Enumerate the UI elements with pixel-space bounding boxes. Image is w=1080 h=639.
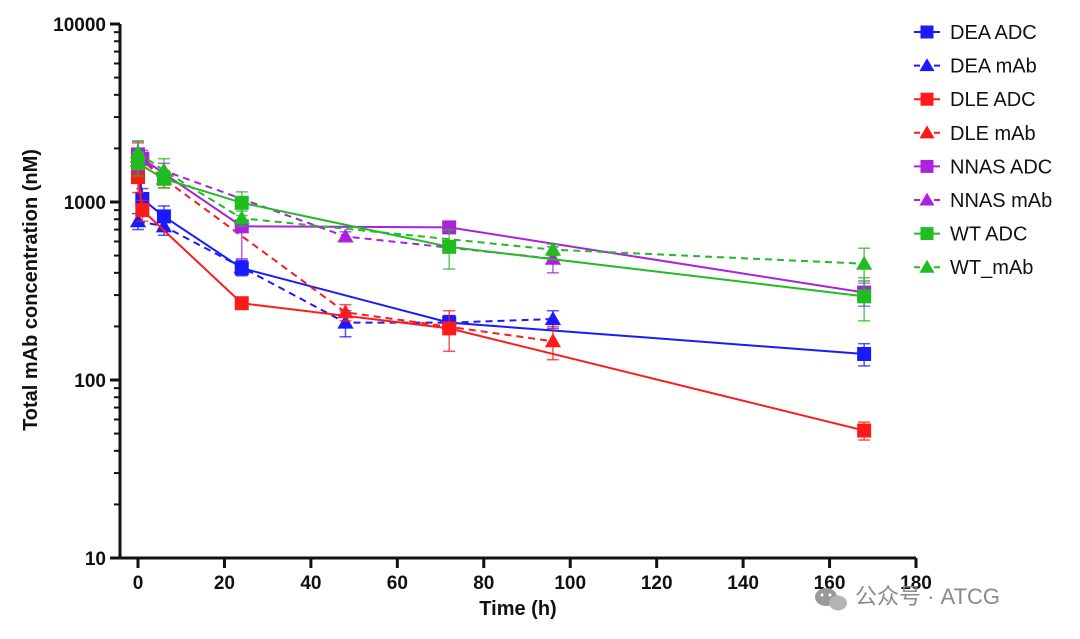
series-nnas-mab <box>129 149 562 274</box>
data-point <box>135 191 150 206</box>
x-tick-label: 120 <box>641 573 673 594</box>
legend-label: NNAS mAb <box>950 190 1052 212</box>
data-point <box>155 162 173 177</box>
data-point <box>155 218 173 233</box>
legend-label: WT_mAb <box>950 257 1033 279</box>
watermark: 公众号 · ATCG <box>815 584 1000 611</box>
data-point <box>135 203 150 218</box>
x-axis-title: Time (h) <box>479 598 556 620</box>
wechat-icon <box>815 588 847 611</box>
watermark-text: 公众号 · ATCG <box>855 584 1000 609</box>
series-wt-adc <box>131 151 872 322</box>
data-point <box>233 259 250 274</box>
legend-item-dle-mab: DLE mAb <box>914 123 1036 145</box>
legend-item-dle-adc: DLE ADC <box>914 89 1036 111</box>
y-tick-label: 10000 <box>53 15 106 36</box>
data-point <box>129 144 147 159</box>
legend-label: WT ADC <box>950 224 1027 246</box>
x-tick-label: 60 <box>387 573 408 594</box>
legend-item-nnas-adc: NNAS ADC <box>914 156 1052 178</box>
legend-item-nnas-mab: NNAS mAb <box>914 190 1052 212</box>
legend-marker <box>920 92 934 106</box>
data-point <box>337 228 354 243</box>
x-tick-label: 20 <box>214 573 235 594</box>
data-point <box>234 195 249 210</box>
legend-marker <box>920 159 934 173</box>
legend-marker <box>919 192 935 206</box>
legend-item-wt-adc: WT ADC <box>914 224 1027 246</box>
data-point <box>337 304 354 319</box>
x-tick-label: 0 <box>133 573 144 594</box>
series-line <box>137 220 553 324</box>
legend-label: DLE mAb <box>950 123 1036 145</box>
y-tick-label: 1000 <box>64 193 106 214</box>
x-tick-label: 80 <box>473 573 494 594</box>
data-point <box>544 250 562 265</box>
data-point <box>233 210 250 225</box>
data-point <box>857 289 872 304</box>
data-point <box>156 209 171 224</box>
data-point <box>129 213 147 228</box>
x-tick-label: 100 <box>554 573 586 594</box>
data-point <box>857 346 872 361</box>
legend-marker <box>919 125 935 139</box>
legend-label: NNAS ADC <box>950 156 1052 178</box>
legend-label: DLE ADC <box>950 89 1036 111</box>
data-point <box>856 255 873 270</box>
legend-marker <box>919 58 935 72</box>
legend-marker <box>920 25 934 39</box>
legend-marker <box>919 259 935 273</box>
data-point <box>337 314 354 329</box>
data-point <box>857 423 872 438</box>
y-tick-label: 10 <box>85 549 106 570</box>
data-point <box>442 239 457 254</box>
y-tick-label: 100 <box>74 371 106 392</box>
series-line <box>137 157 865 355</box>
data-point <box>234 296 249 311</box>
legend-label: DEA mAb <box>950 56 1037 78</box>
legend-item-wt-mab: WT_mAb <box>914 257 1033 279</box>
series-wt-mab <box>129 140 873 284</box>
legend-item-dea-mab: DEA mAb <box>914 56 1037 78</box>
legend-label: DEA ADC <box>950 22 1037 44</box>
legend: DEA ADC DEA mAb DLE ADC DLE mAb NNAS ADC NNAS… <box>914 22 1052 279</box>
series-group <box>129 140 873 441</box>
x-tick-label: 180 <box>900 573 932 594</box>
y-axis-title: Total mAb concentration (nM) <box>20 149 42 431</box>
legend-marker <box>920 227 934 241</box>
legend-item-dea-adc: DEA ADC <box>914 22 1037 44</box>
data-point <box>544 333 562 348</box>
data-point <box>442 220 457 235</box>
series-dle-adc <box>131 163 872 441</box>
data-point <box>544 241 562 256</box>
x-tick-label: 140 <box>727 573 759 594</box>
series-line <box>137 155 554 343</box>
data-point <box>442 321 457 336</box>
x-tick-label: 40 <box>300 573 321 594</box>
data-point <box>544 311 562 326</box>
